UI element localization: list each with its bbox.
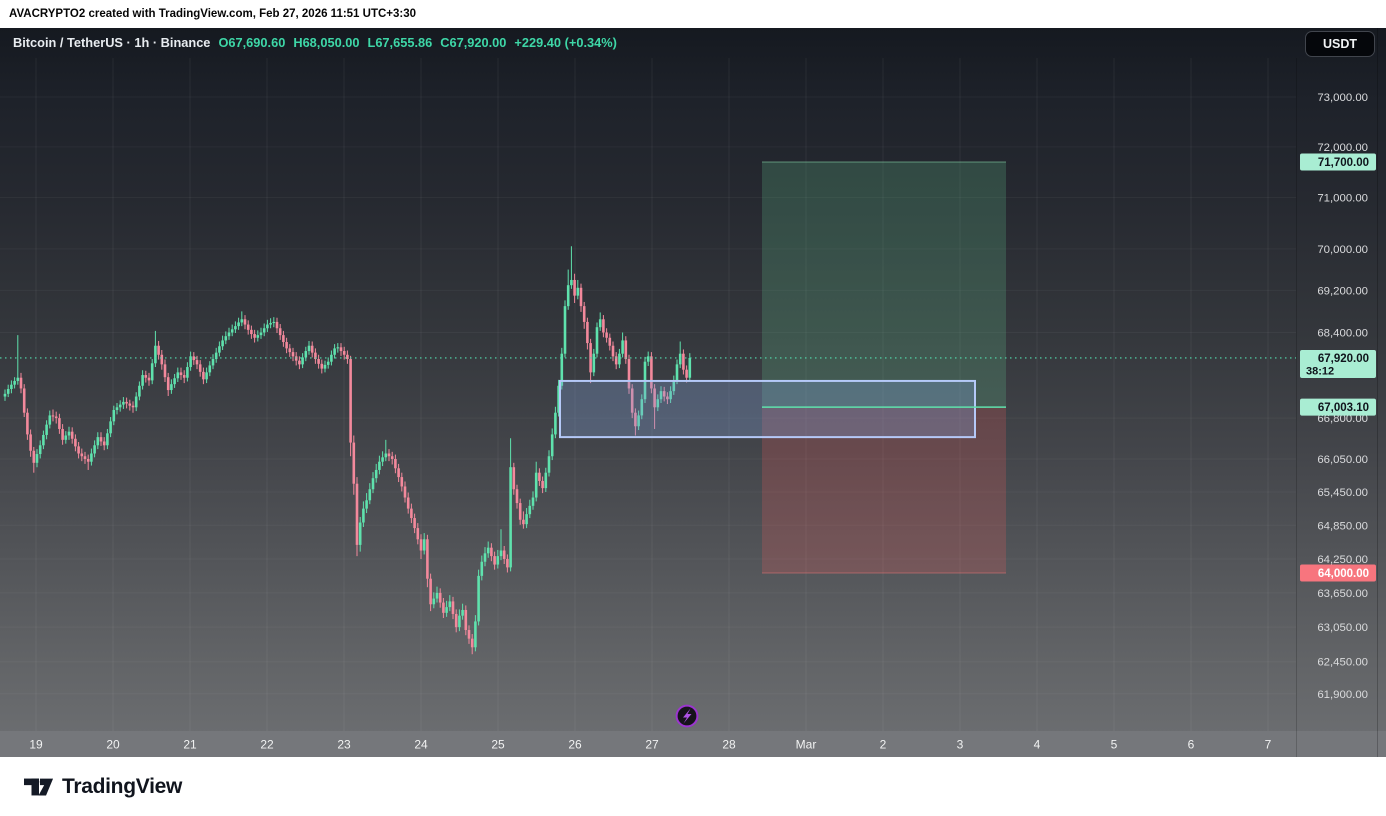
svg-text:25: 25	[491, 738, 505, 752]
svg-text:71,000.00: 71,000.00	[1317, 193, 1368, 205]
svg-text:64,000.00: 64,000.00	[1318, 568, 1369, 580]
svg-text:63,650.00: 63,650.00	[1317, 588, 1368, 600]
svg-text:64,250.00: 64,250.00	[1317, 554, 1368, 566]
svg-text:4: 4	[1034, 738, 1041, 752]
time-axis[interactable]: 19 20 21 22 23 24 25 26 27 28 Mar 2 3 4 5 6 7	[0, 731, 1386, 757]
svg-text:72,000.00: 72,000.00	[1317, 142, 1368, 154]
svg-text:61,900.00: 61,900.00	[1317, 689, 1368, 701]
ohlc-open: O67,690.60	[218, 35, 286, 50]
chart-widget[interactable]: Bitcoin / TetherUS · 1h · Binance O67,690…	[0, 28, 1386, 757]
symbol-legend[interactable]: Bitcoin / TetherUS · 1h · Binance O67,690…	[13, 35, 617, 50]
ohlc-close: C67,920.00	[440, 35, 507, 50]
svg-text:38:12: 38:12	[1306, 365, 1334, 377]
svg-text:63,050.00: 63,050.00	[1317, 622, 1368, 634]
svg-text:20: 20	[106, 738, 120, 752]
svg-text:22: 22	[260, 738, 274, 752]
svg-text:Mar: Mar	[796, 738, 817, 752]
svg-text:69,200.00: 69,200.00	[1317, 285, 1368, 297]
svg-text:23: 23	[337, 738, 351, 752]
svg-text:27: 27	[645, 738, 659, 752]
svg-text:3: 3	[957, 738, 964, 752]
change-percent: +229.40 (+0.34%)	[514, 35, 617, 50]
svg-text:71,700.00: 71,700.00	[1318, 157, 1369, 169]
attribution-bar: AVACRYPTO2 created with TradingView.com,…	[0, 0, 1386, 28]
attribution-text: AVACRYPTO2 created with TradingView.com,…	[9, 8, 417, 20]
svg-text:66,050.00: 66,050.00	[1317, 454, 1368, 466]
svg-text:24: 24	[414, 738, 428, 752]
svg-text:64,850.00: 64,850.00	[1317, 520, 1368, 532]
price-chart-plot[interactable]: 19 20 21 22 23 24 25 26 27 28 Mar 2 3 4 5 6 7 73,000.007…	[0, 28, 1386, 757]
price-axis[interactable]: 73,000.00 72,000.00 71,000.00 70,000.00 69,2…	[1296, 28, 1378, 757]
svg-text:67,003.10: 67,003.10	[1318, 402, 1369, 414]
tradingview-logo-text: TradingView	[62, 774, 183, 798]
svg-text:28: 28	[722, 738, 736, 752]
svg-text:66,800.00: 66,800.00	[1317, 413, 1368, 425]
svg-text:26: 26	[568, 738, 582, 752]
ohlc-low: L67,655.86	[367, 35, 433, 50]
gridlines	[0, 58, 1296, 731]
svg-text:7: 7	[1265, 738, 1272, 752]
symbol-title: Bitcoin / TetherUS · 1h · Binance	[13, 35, 211, 50]
svg-text:6: 6	[1188, 738, 1195, 752]
svg-text:68,400.00: 68,400.00	[1317, 327, 1368, 339]
rectangle-drawing[interactable]	[559, 379, 1006, 439]
svg-text:2: 2	[880, 738, 887, 752]
ohlc-high: H68,050.00	[293, 35, 360, 50]
footer: TradingView	[0, 757, 1386, 816]
lightning-icon[interactable]	[675, 704, 699, 728]
svg-text:19: 19	[29, 738, 43, 752]
candlestick-series	[3, 246, 692, 655]
long-position-tool[interactable]	[762, 161, 1006, 574]
svg-text:5: 5	[1111, 738, 1118, 752]
svg-text:21: 21	[183, 738, 197, 752]
svg-text:73,000.00: 73,000.00	[1317, 92, 1368, 104]
currency-toggle-button[interactable]: USDT	[1305, 31, 1375, 57]
svg-text:67,920.00: 67,920.00	[1318, 353, 1369, 365]
tradingview-logo-icon	[24, 776, 54, 798]
svg-text:65,450.00: 65,450.00	[1317, 487, 1368, 499]
svg-text:70,000.00: 70,000.00	[1317, 244, 1368, 256]
svg-text:62,450.00: 62,450.00	[1317, 657, 1368, 669]
